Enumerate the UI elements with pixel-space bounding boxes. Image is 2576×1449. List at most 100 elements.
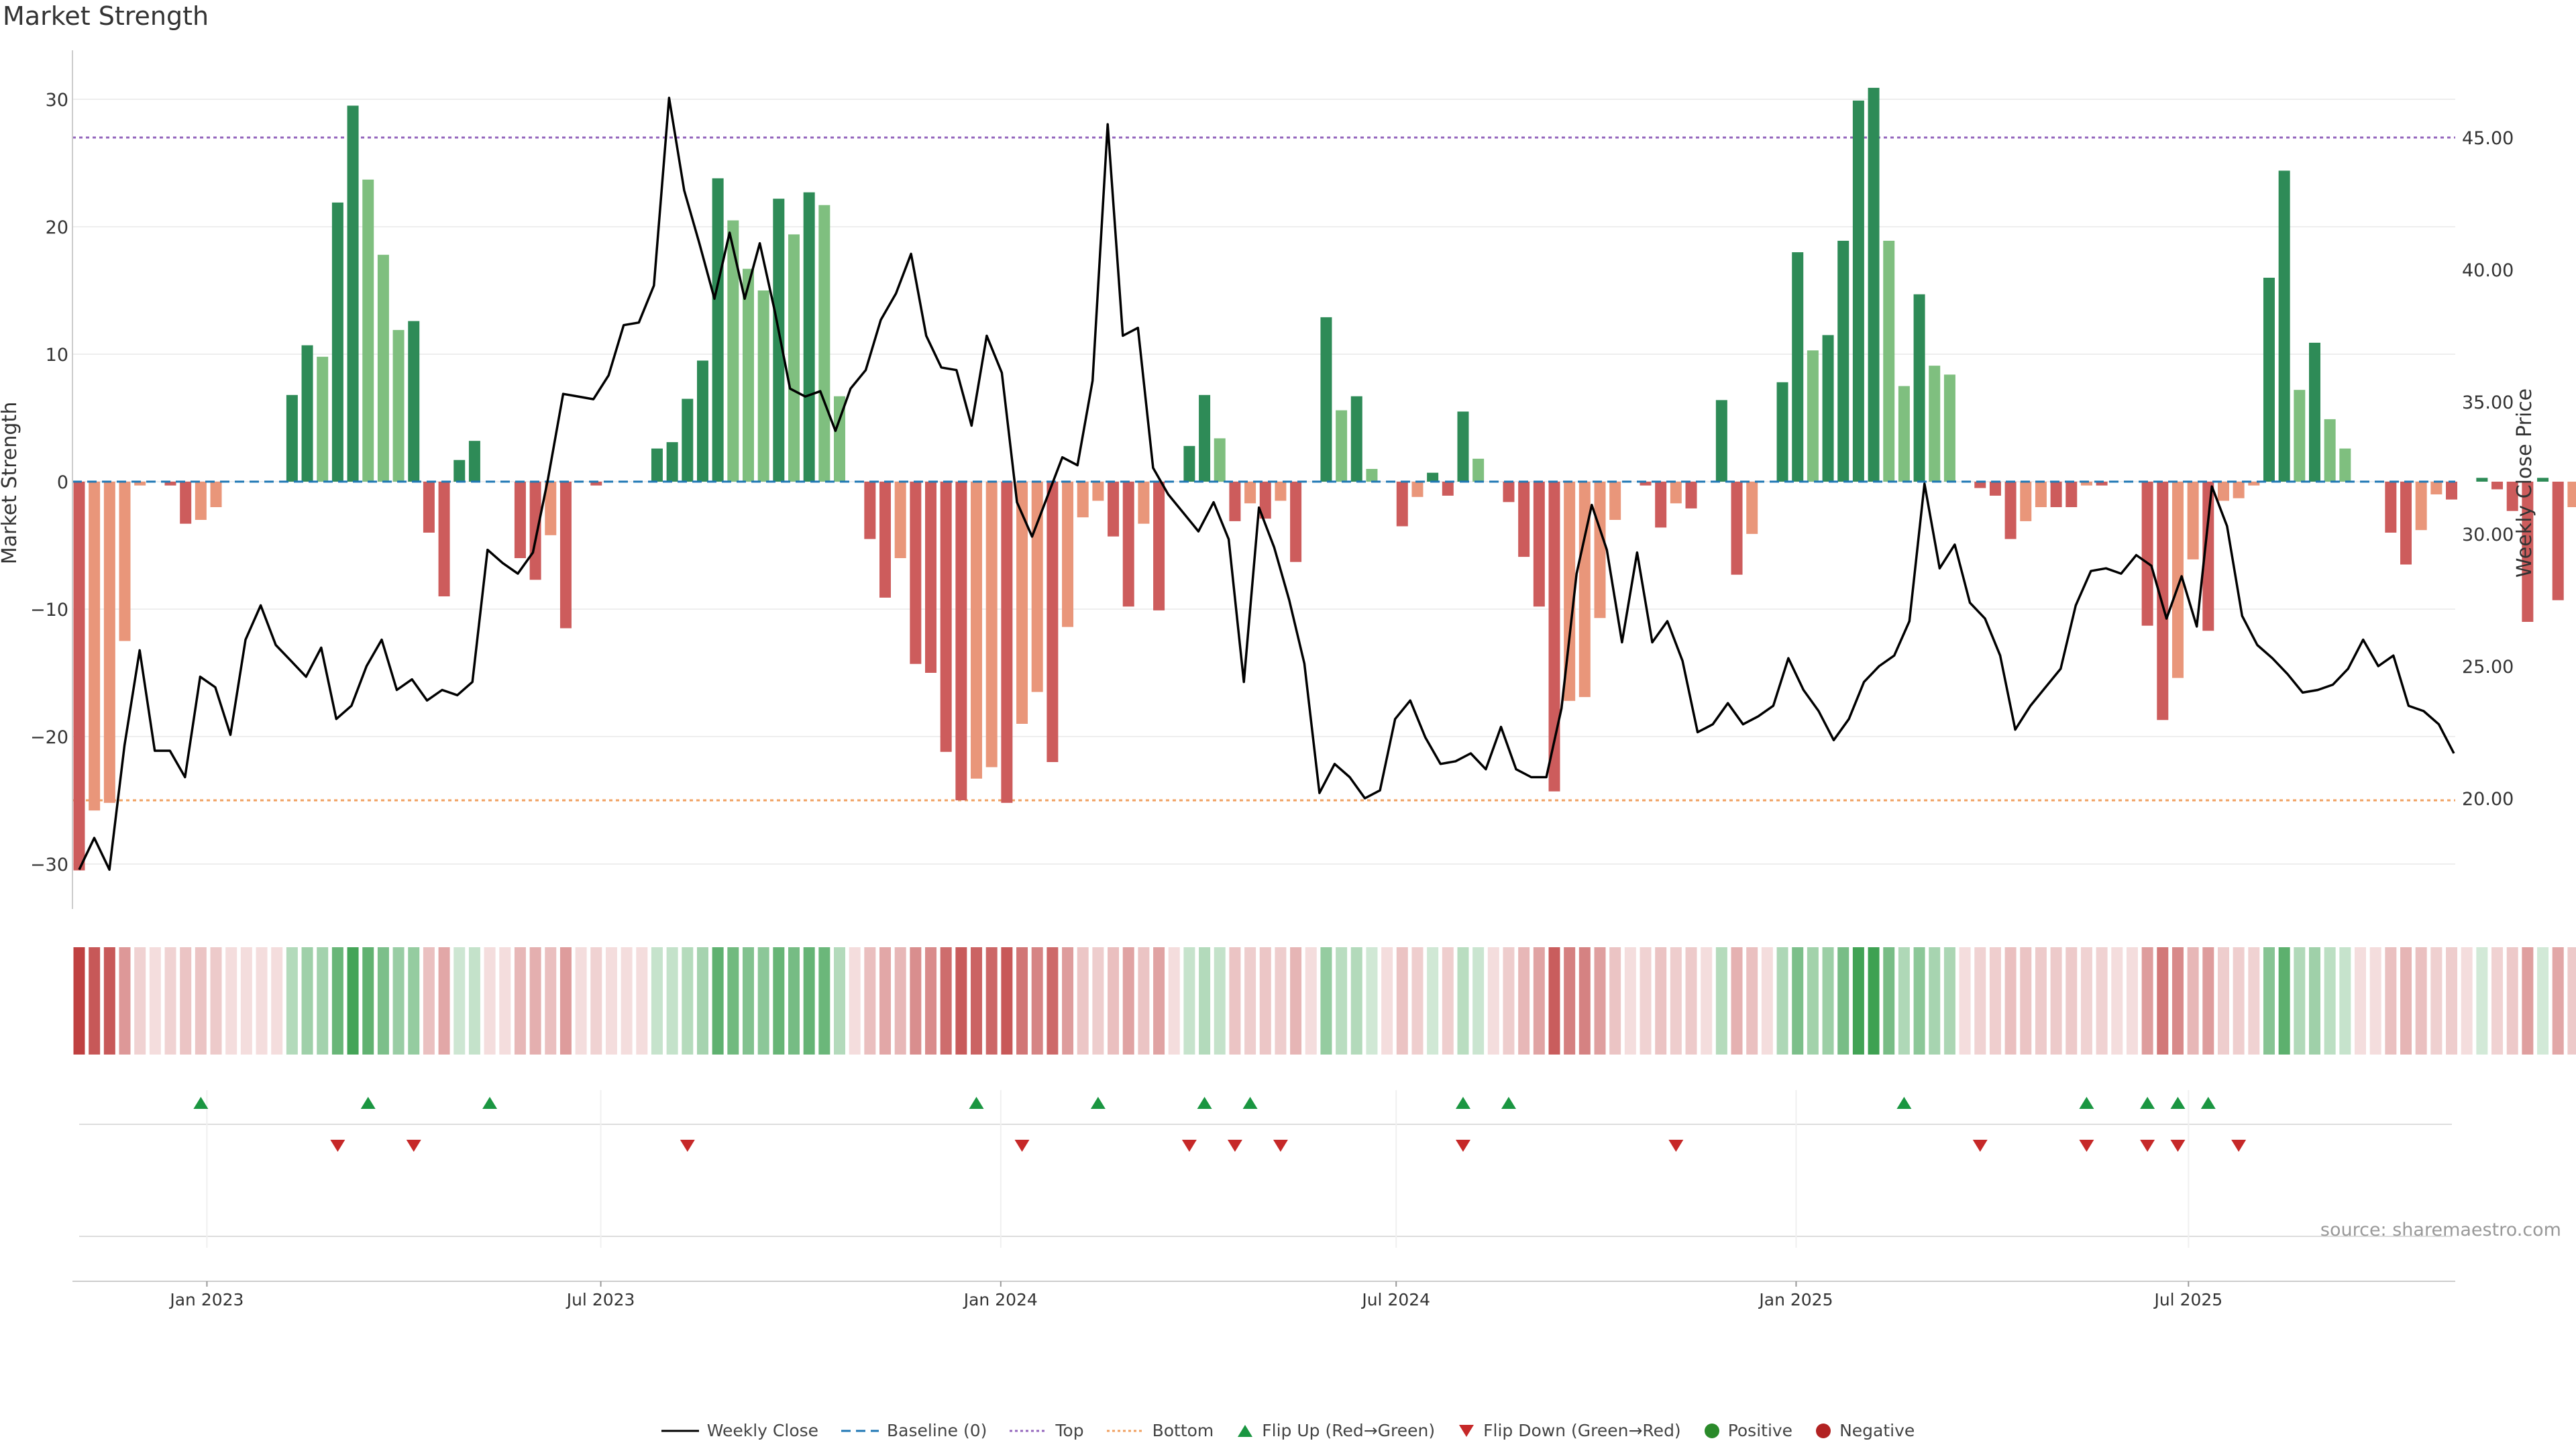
flip-down-marker <box>1181 1140 1197 1152</box>
flip-down-marker <box>1014 1140 1030 1152</box>
strength-bar <box>1138 482 1150 524</box>
flip-down-marker <box>2170 1140 2186 1152</box>
strength-bar <box>2233 482 2245 498</box>
legend-positive[interactable]: Positive <box>1704 1421 1792 1440</box>
strength-bar <box>1199 394 1211 482</box>
legend-flip-up[interactable]: Flip Up (Red→Green) <box>1236 1421 1435 1440</box>
strength-bar <box>514 482 526 558</box>
heat-strip-cell <box>362 947 374 1055</box>
heat-strip-cell <box>2308 947 2320 1055</box>
strength-bar <box>2491 482 2504 490</box>
strength-bar <box>2141 482 2153 626</box>
heat-strip-cell <box>2369 947 2381 1055</box>
strength-bar <box>1214 438 1226 482</box>
y2-tick-label: 40.00 <box>2462 260 2514 281</box>
legend-label: Flip Up (Red→Green) <box>1262 1421 1436 1440</box>
legend-negative[interactable]: Negative <box>1815 1421 1915 1440</box>
flip-down-marker <box>2079 1140 2094 1152</box>
heat-strip-cell <box>331 947 343 1055</box>
heat-strip-cell <box>636 947 648 1055</box>
heat-strip-cell <box>2141 947 2153 1055</box>
heat-strip-cell <box>2415 947 2427 1055</box>
y-tick-label: 0 <box>57 472 68 493</box>
heat-strip-cell <box>438 947 450 1055</box>
strength-bar <box>2415 482 2427 531</box>
heat-strip-cell <box>1883 947 1895 1055</box>
strength-bar <box>2020 482 2032 521</box>
heat-strip-cell <box>317 947 329 1055</box>
heat-strip-cell <box>1108 947 1120 1055</box>
heat-strip-cell <box>2476 947 2488 1055</box>
flip-down-marker <box>2140 1140 2155 1152</box>
heat-strip-cell <box>971 947 983 1055</box>
heat-strip-cell <box>1503 947 1515 1055</box>
legend-top[interactable]: Top <box>1010 1421 1084 1440</box>
heat-strip-cell <box>1153 947 1165 1055</box>
strength-bar <box>1350 396 1362 482</box>
flip-down-marker <box>406 1140 421 1152</box>
strength-bar <box>2171 482 2184 678</box>
flip-up-marker <box>969 1097 984 1109</box>
strength-bar <box>696 360 708 482</box>
strength-bar <box>955 482 967 800</box>
heat-strip-cell <box>1062 947 1074 1055</box>
heat-strip-cell <box>89 947 101 1055</box>
flip-up-marker <box>2170 1097 2186 1109</box>
flip-down-marker <box>330 1140 345 1152</box>
strength-bar <box>742 268 754 482</box>
strength-bar <box>2004 482 2017 539</box>
heat-strip-cell <box>392 947 405 1055</box>
strength-bar <box>1776 382 1788 482</box>
heat-strip-cell <box>1442 947 1454 1055</box>
heat-strip-cell <box>2461 947 2473 1055</box>
heat-strip-cell <box>559 947 572 1055</box>
heat-strip-cell <box>2324 947 2336 1055</box>
heat-strip-cell <box>73 947 85 1055</box>
flip-up-marker <box>193 1097 209 1109</box>
strength-bar <box>682 398 694 482</box>
strength-bar <box>2096 482 2108 486</box>
heat-strip-cell <box>1776 947 1788 1055</box>
heat-strip-cell <box>834 947 845 1055</box>
heat-strip-cell <box>1943 947 1955 1055</box>
heat-strip-cell <box>134 947 146 1055</box>
strength-bar <box>1016 482 1028 724</box>
legend-label: Weekly Close <box>706 1421 819 1440</box>
strength-bar <box>1366 469 1378 482</box>
strength-bar <box>1001 482 1013 803</box>
strength-bar <box>195 482 207 520</box>
heat-strip-cell <box>2096 947 2108 1055</box>
legend-bottom[interactable]: Bottom <box>1106 1421 1214 1440</box>
strength-bar <box>1685 482 1697 508</box>
heat-strip-cell <box>1336 947 1348 1055</box>
flip-up-marker <box>1896 1097 1912 1109</box>
strength-bar <box>317 356 329 482</box>
heat-strip-cell <box>788 947 800 1055</box>
heat-strip-cell <box>301 947 313 1055</box>
strength-bar <box>2187 482 2199 559</box>
heat-strip-cell <box>2248 947 2260 1055</box>
heat-strip-cell <box>818 947 830 1055</box>
x-tick-label: Jan 2024 <box>963 1290 1038 1309</box>
heat-strip-cell <box>1685 947 1697 1055</box>
strength-bar <box>1578 482 1591 698</box>
legend-weekly-close[interactable]: Weekly Close <box>661 1421 818 1440</box>
y-tick-label: 10 <box>46 345 68 366</box>
heat-strip-cell <box>377 947 389 1055</box>
flip-down-marker <box>680 1140 695 1152</box>
heat-strip-cell <box>1381 947 1393 1055</box>
heat-strip-cell <box>103 947 115 1055</box>
legend-baseline[interactable]: Baseline (0) <box>841 1421 987 1440</box>
strength-bar <box>773 199 785 482</box>
strength-bar <box>1533 482 1545 607</box>
heat-strip-cell <box>545 947 557 1055</box>
chart-title: Market Strength <box>3 1 209 31</box>
threshold-layer <box>72 136 2455 802</box>
legend-flip-down[interactable]: Flip Down (Green→Red) <box>1458 1421 1681 1440</box>
strength-bar <box>1670 482 1682 504</box>
heat-strip-cell <box>1609 947 1621 1055</box>
flip-up-marker <box>1197 1097 1212 1109</box>
legend-dotted-icon <box>1106 1430 1144 1432</box>
strength-bar <box>1792 252 1804 482</box>
strength-bar <box>590 482 602 486</box>
